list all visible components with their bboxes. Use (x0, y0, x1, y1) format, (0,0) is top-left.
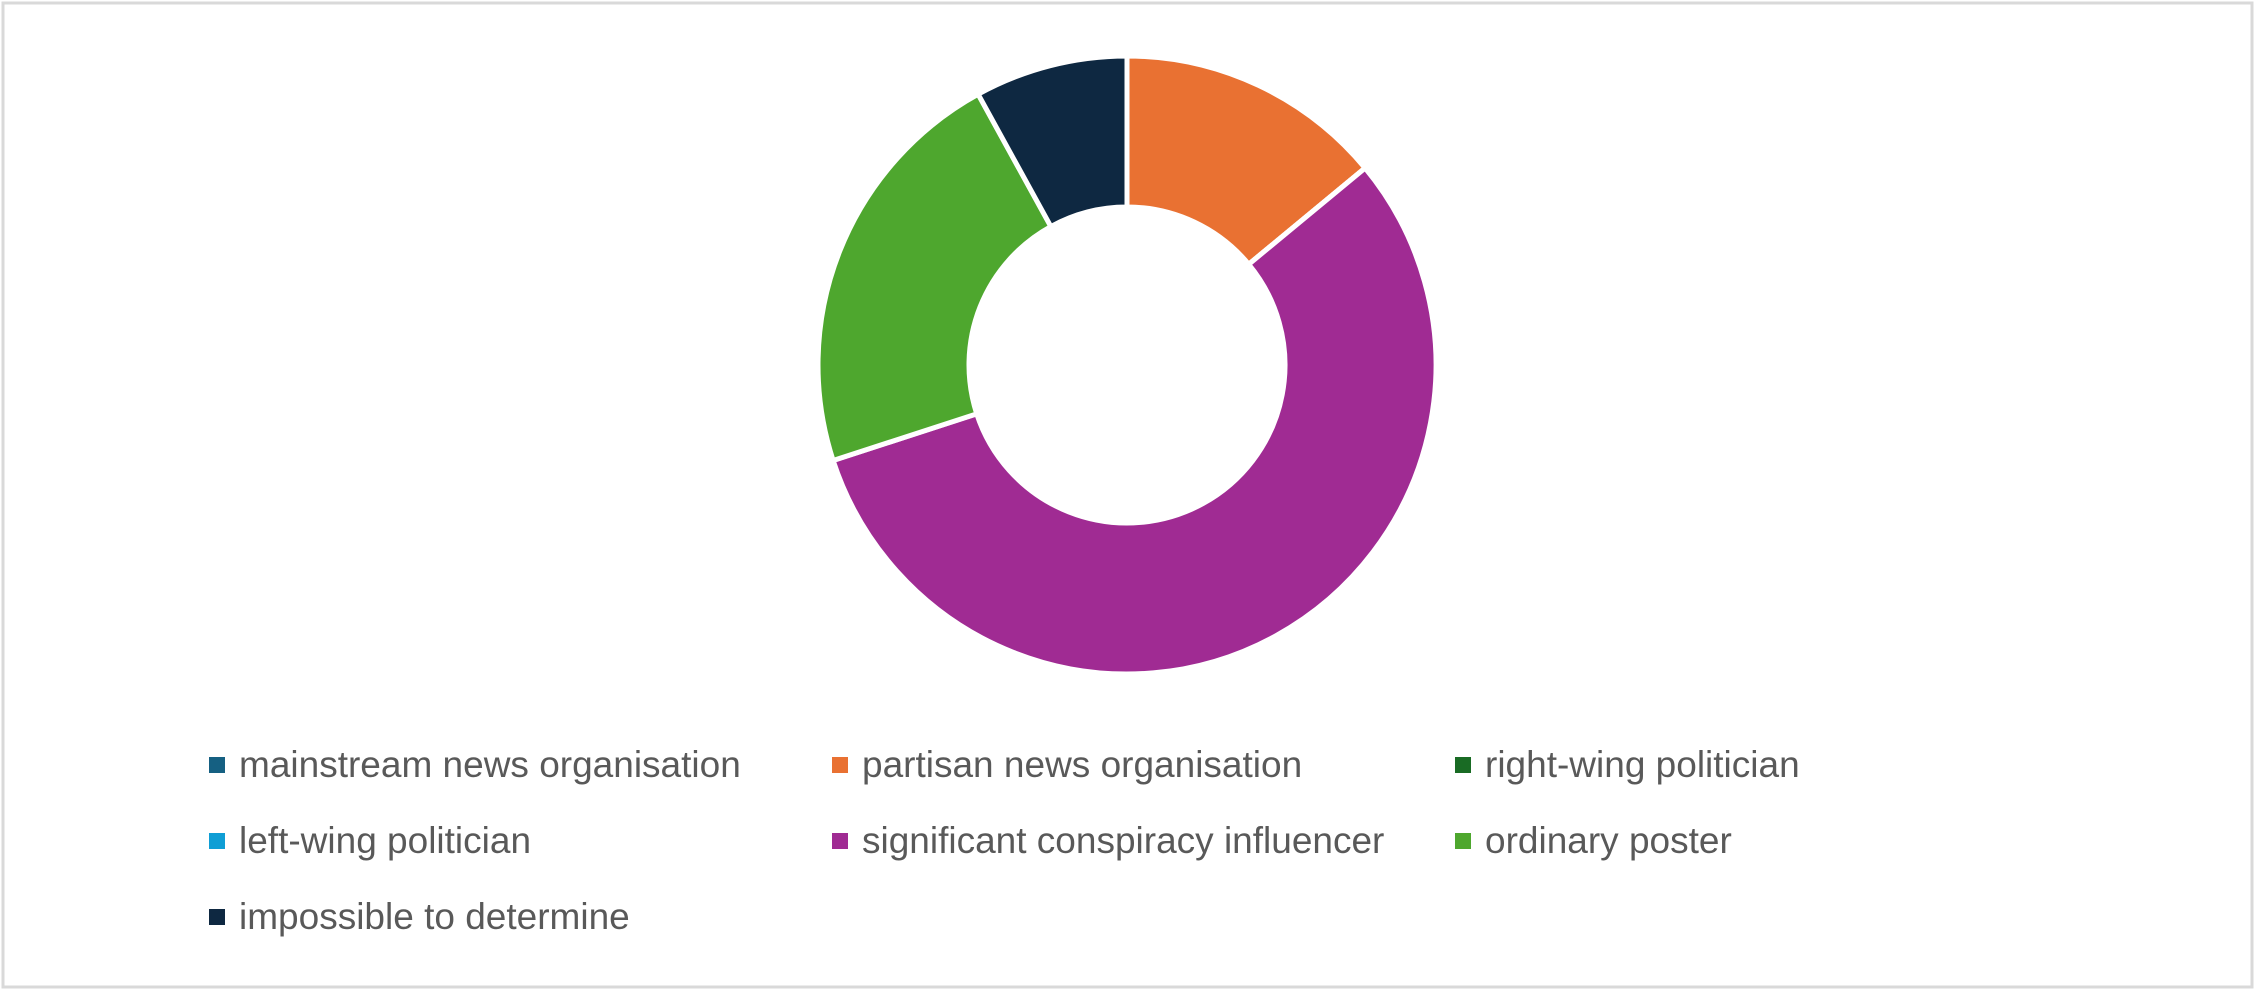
legend-label: right-wing politician (1485, 744, 1800, 785)
legend-label: significant conspiracy influencer (862, 820, 1384, 861)
legend-label: mainstream news organisation (239, 744, 741, 785)
legend-label: impossible to determine (239, 896, 630, 937)
donut-slice (974, 53, 1130, 230)
legend-swatch (832, 757, 848, 773)
donut-slice (815, 90, 1055, 464)
legend-swatch (1455, 757, 1471, 773)
legend-swatch (832, 833, 848, 849)
legend-label: ordinary poster (1485, 820, 1732, 861)
legend-swatch (209, 833, 225, 849)
legend-swatch (209, 757, 225, 773)
legend-label: left-wing politician (239, 820, 531, 861)
donut-slice (829, 164, 1439, 677)
legend-label: partisan news organisation (862, 744, 1302, 785)
legend-swatch (1455, 833, 1471, 849)
legend-swatch (209, 909, 225, 925)
donut-slice (1124, 53, 1369, 268)
